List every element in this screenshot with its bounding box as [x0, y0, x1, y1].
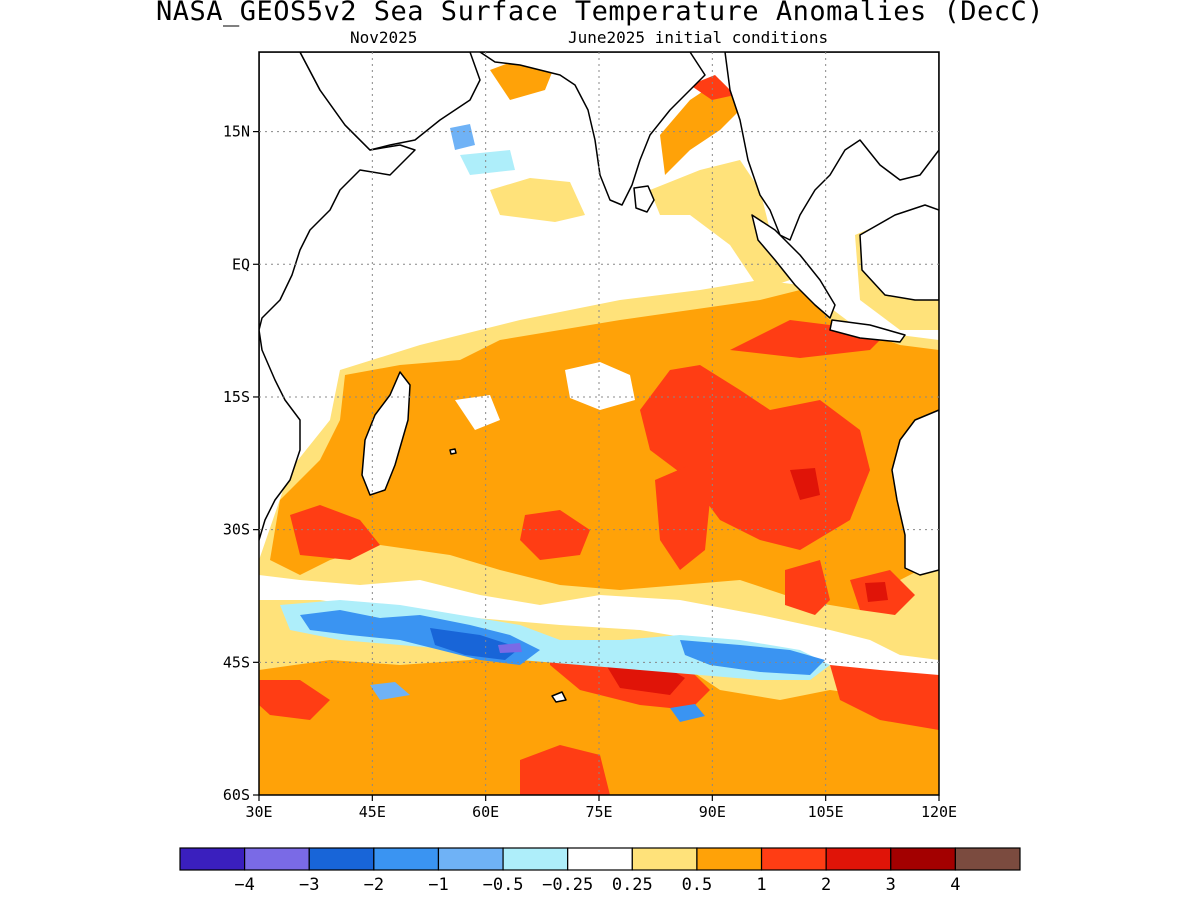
colorbar-swatch: [825, 847, 892, 871]
colorbar-label: 2: [821, 875, 831, 895]
colorbar-swatch: [502, 847, 569, 871]
borneo: [859, 204, 939, 301]
anomaly-region-orange-bay: [660, 80, 745, 175]
anomaly-region-purple: [498, 643, 522, 653]
southeast-asia-landmass: [724, 52, 939, 241]
axis-ticks: 30E 45E 60E 75E 90E 105E 120E 15N EQ 15S 30S 45S 60S: [223, 123, 957, 821]
anomaly-region-yellow-arabian: [490, 178, 585, 222]
colorbar-swatch: [179, 847, 246, 871]
anomaly-region-red-south-far: [830, 660, 939, 730]
colorbar-swatch: [954, 847, 1021, 871]
y-tick-label: 30S: [223, 521, 250, 539]
coastlines: [259, 52, 939, 703]
colorbar-label: 3: [886, 875, 896, 895]
anomaly-region-darkred-bay: [690, 75, 735, 100]
colorbar-swatch: [244, 847, 310, 871]
y-tick-label: 45S: [223, 653, 250, 671]
australia: [891, 409, 939, 576]
colorbar-label: −0.5: [483, 875, 524, 895]
colorbar-label: −4: [234, 875, 254, 895]
anomaly-region-neutral-2: [565, 362, 635, 410]
y-tick-label: 15S: [223, 388, 250, 406]
anomaly-region-red-west: [290, 505, 380, 560]
forecast-month: Nov2025: [350, 28, 418, 47]
colorbar-label: −3: [299, 875, 319, 895]
java: [829, 319, 906, 343]
anomaly-region-blue-spot-2: [370, 682, 410, 700]
colorbar-swatch: [890, 847, 956, 871]
x-tick-label: 45E: [359, 803, 386, 821]
colorbar-label: 4: [950, 875, 960, 895]
colorbar-label: −2: [364, 875, 384, 895]
y-tick-label: 60S: [223, 786, 250, 804]
anomaly-region-lightblue-north: [460, 150, 515, 175]
anomaly-region-neutral-3: [455, 395, 500, 430]
india-landmass: [479, 52, 706, 206]
sumatra: [751, 214, 836, 319]
anomaly-region-red-bottom: [520, 745, 610, 795]
x-tick-label: 60E: [472, 803, 499, 821]
colorbar-swatch: [373, 847, 440, 871]
colorbar-swatch: [760, 847, 827, 871]
anomaly-region-yellow-bay: [650, 160, 790, 290]
anomaly-region-darkred-3: [865, 582, 888, 602]
anomaly-region-blue-darker: [430, 628, 520, 660]
x-tick-label: 30E: [245, 803, 272, 821]
kerguelen: [551, 691, 567, 703]
anomaly-region-red-central: [520, 510, 590, 560]
arabia-landmass: [299, 52, 481, 151]
colorbar-label: −0.25: [542, 875, 593, 895]
colorbar-swatch: [308, 847, 375, 871]
anomaly-region-blue-spot-3: [450, 124, 475, 150]
sri-lanka: [633, 185, 655, 213]
madagascar: [361, 371, 411, 496]
x-tick-label: 120E: [921, 803, 957, 821]
x-tick-label: 90E: [699, 803, 726, 821]
y-tick-label: 15N: [223, 123, 250, 141]
y-tick-label: EQ: [232, 255, 250, 273]
colorbar-label: 0.25: [612, 875, 653, 895]
anomaly-region-darkred-2: [790, 468, 820, 500]
map-title: NASA_GEOS5v2 Sea Surface Temperature Ano…: [155, 0, 1045, 27]
anomaly-region-red-sw: [259, 680, 330, 720]
mauritius: [449, 448, 457, 455]
colorbar: −4 −3 −2 −1 −0.5 −0.25 0.25 0.5 1 2 3 4: [179, 847, 1021, 895]
africa-arabia-landmass: [259, 52, 416, 541]
colorbar-swatch: [631, 847, 698, 871]
anomaly-region-red-southeast: [785, 560, 830, 615]
colorbar-swatch: [567, 847, 633, 871]
anomaly-region-red-mid: [655, 465, 710, 570]
anomaly-region-red-east: [640, 365, 870, 550]
initial-conditions: June2025 initial conditions: [568, 28, 829, 47]
anomaly-region-blue-spot-1: [670, 704, 705, 722]
x-tick-label: 75E: [585, 803, 612, 821]
x-tick-label: 105E: [808, 803, 844, 821]
gridlines: [259, 52, 939, 795]
colorbar-label: 1: [756, 875, 766, 895]
anomaly-region-blue-east: [680, 640, 825, 675]
colorbar-swatch: [696, 847, 763, 871]
anomaly-region-orange-south: [259, 640, 939, 795]
colorbar-label: −1: [428, 875, 448, 895]
colorbar-label: 0.5: [682, 875, 713, 895]
colorbar-swatch: [437, 847, 504, 871]
